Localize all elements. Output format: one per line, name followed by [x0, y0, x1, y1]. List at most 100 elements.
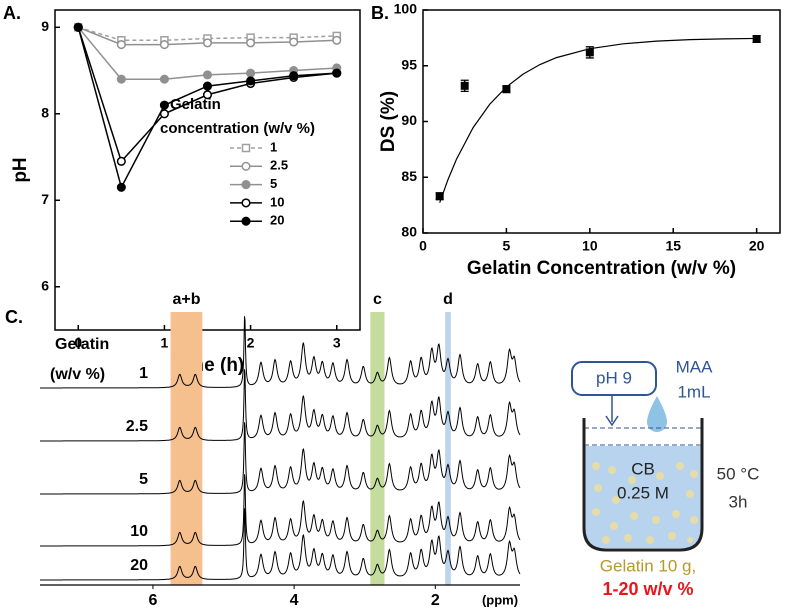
spectrum [40, 316, 521, 389]
legend-label: 5 [270, 176, 277, 191]
marker [289, 71, 299, 81]
marker [202, 70, 213, 80]
marker [435, 192, 444, 201]
x-tick-label: 5 [503, 238, 511, 254]
band [170, 312, 203, 585]
y-tick-label: 85 [401, 168, 417, 184]
marker [246, 38, 256, 48]
molarity: 0.25 M [617, 483, 669, 502]
schematic: pH 9 MAA 1mL CB 0.25 M 50 °C 3h Gelatin … [571, 357, 760, 599]
marker [241, 180, 251, 190]
x-tick-label: 1 [161, 335, 169, 351]
y-axis-label: DS (%) [378, 91, 399, 152]
spectrum [40, 474, 521, 547]
marker [332, 35, 342, 45]
series-label: 5 [139, 471, 148, 488]
x-tick-label: 3 [333, 335, 341, 351]
legend-label: 1 [270, 139, 277, 154]
marker [241, 198, 251, 208]
spectrum [40, 422, 521, 495]
gelatin: Gelatin 10 g, [600, 556, 696, 575]
y-tick-label: 6 [41, 277, 49, 293]
x-axis-label: (ppm) [482, 592, 518, 607]
marker [460, 81, 469, 90]
y-tick-label: 8 [41, 104, 49, 120]
beaker [582, 418, 704, 552]
series-label: 20 [130, 557, 148, 574]
x-tick-label: 20 [749, 238, 765, 254]
marker [159, 100, 169, 110]
marker [332, 68, 342, 78]
time: 3h [729, 492, 748, 511]
axes-frame [54, 9, 361, 331]
marker [159, 40, 169, 50]
axes-frame [422, 9, 781, 234]
x-tick-label: 2 [247, 335, 255, 351]
reagent: MAA [676, 357, 714, 376]
series-label: 2.5 [126, 418, 148, 435]
y-tick-label: 100 [394, 1, 418, 17]
temperature: 50 °C [717, 464, 760, 483]
y-tick-label: 95 [401, 56, 417, 72]
marker [246, 68, 256, 78]
series-label: 10 [130, 523, 148, 540]
y-tick-label: 9 [41, 18, 49, 34]
legend-title: Gelatin [55, 336, 109, 353]
marker [502, 85, 511, 94]
x-axis-label: Gelatin Concentration (w/v %) [467, 258, 736, 279]
legend-label: 20 [270, 213, 284, 228]
marker [202, 90, 213, 100]
series-label: 1 [139, 365, 148, 382]
legend-title: concentration (w/v %) [160, 120, 315, 137]
x-tick-label: 6 [148, 592, 157, 609]
spectrum [40, 508, 521, 581]
x-tick-label: 2 [431, 592, 440, 609]
marker [116, 182, 126, 192]
marker [241, 161, 251, 171]
y-axis-label: pH [10, 157, 31, 182]
band-label: a+b [172, 291, 200, 308]
marker [202, 81, 213, 91]
panel-label: B. [371, 3, 389, 23]
ph-box [571, 361, 657, 396]
legend-label: 2.5 [270, 158, 288, 173]
marker [116, 74, 126, 84]
x-tick-label: 0 [74, 335, 82, 351]
y-tick-label: 7 [41, 191, 49, 207]
panel-label: A. [3, 3, 21, 23]
band [445, 312, 451, 585]
legend-title: Gelatin [170, 96, 221, 113]
marker [289, 37, 299, 47]
band-label: c [373, 291, 382, 308]
range: 1-20 w/v % [602, 579, 693, 599]
arrow-head [605, 415, 619, 427]
band [370, 312, 385, 585]
marker [159, 74, 169, 84]
volume: 1mL [677, 382, 710, 401]
marker [241, 216, 251, 226]
x-tick-label: 15 [665, 238, 681, 254]
ph-text: pH 9 [596, 368, 632, 387]
particles [592, 462, 698, 544]
band-label: d [443, 291, 453, 308]
buffer: CB [631, 459, 655, 478]
marker [585, 48, 594, 57]
x-tick-label: 10 [582, 238, 598, 254]
marker [752, 34, 761, 43]
spectrum [40, 369, 521, 442]
y-tick-label: 90 [401, 112, 417, 128]
drop [647, 396, 667, 432]
legend-label: 10 [270, 194, 284, 209]
legend-title: (w/v %) [50, 366, 105, 383]
marker [246, 76, 256, 86]
marker [73, 22, 83, 32]
marker [202, 38, 213, 48]
x-tick-label: 0 [419, 238, 427, 254]
marker [116, 40, 126, 50]
fit-curve [439, 37, 757, 203]
panel-label: C. [5, 307, 23, 327]
x-tick-label: 4 [290, 592, 299, 609]
y-tick-label: 80 [401, 224, 417, 240]
marker [241, 143, 251, 153]
